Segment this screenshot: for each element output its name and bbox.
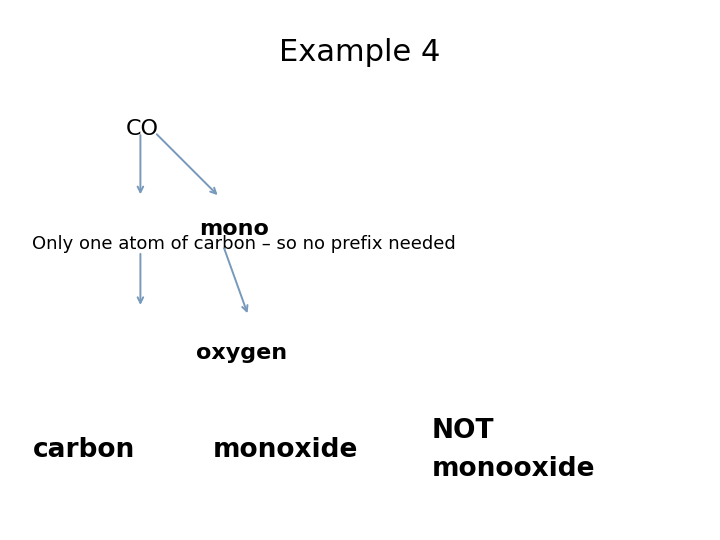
- Text: oxygen: oxygen: [196, 343, 287, 363]
- Text: mono: mono: [199, 219, 269, 239]
- Text: monoxide: monoxide: [212, 437, 358, 463]
- Text: CO: CO: [126, 119, 159, 139]
- Text: monooxide: monooxide: [432, 456, 595, 482]
- Text: Example 4: Example 4: [279, 38, 441, 67]
- Text: NOT: NOT: [432, 418, 495, 444]
- Text: carbon: carbon: [32, 437, 135, 463]
- Text: Only one atom of carbon – so no prefix needed: Only one atom of carbon – so no prefix n…: [32, 235, 456, 253]
